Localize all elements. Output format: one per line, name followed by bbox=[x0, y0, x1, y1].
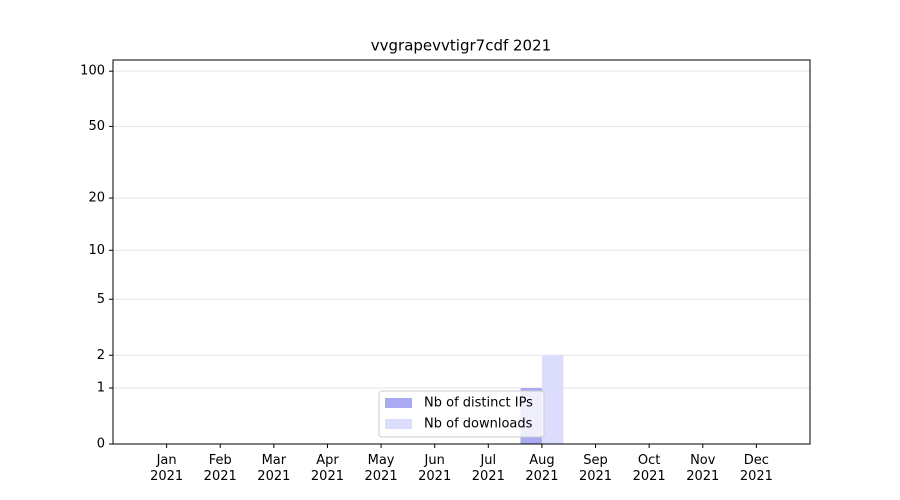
y-tick-label: 2 bbox=[97, 348, 105, 363]
legend-swatch bbox=[385, 398, 412, 408]
y-tick-label: 20 bbox=[88, 191, 105, 206]
y-tick-label: 100 bbox=[80, 64, 105, 79]
legend-box bbox=[378, 390, 545, 438]
x-tick-label: Mar 2021 bbox=[257, 453, 291, 484]
chart-title: vvgrapevvtigr7cdf 2021 bbox=[371, 37, 551, 55]
legend-swatch bbox=[385, 419, 412, 429]
y-tick-label: 10 bbox=[88, 243, 105, 258]
bar bbox=[541, 355, 564, 444]
y-tick-label: 50 bbox=[88, 119, 105, 134]
x-tick-label: Apr 2021 bbox=[310, 453, 344, 484]
axes-frame bbox=[112, 59, 811, 445]
legend-label: Nb of downloads bbox=[424, 417, 533, 432]
x-tick-label: Aug 2021 bbox=[525, 453, 559, 484]
legend: Nb of distinct IPs Nb of downloads bbox=[378, 390, 545, 438]
x-tick-label: Jan 2021 bbox=[150, 453, 184, 484]
y-tick-label: 1 bbox=[97, 381, 105, 396]
y-tick-label: 5 bbox=[97, 292, 105, 307]
x-tick-label: Dec 2021 bbox=[739, 453, 773, 484]
x-tick-label: Jul 2021 bbox=[471, 453, 505, 484]
legend-label: Nb of distinct IPs bbox=[424, 396, 533, 411]
x-tick-label: Nov 2021 bbox=[686, 453, 720, 484]
x-tick-label: May 2021 bbox=[364, 453, 398, 484]
x-tick-label: Feb 2021 bbox=[203, 453, 237, 484]
x-tick-label: Sep 2021 bbox=[578, 453, 613, 484]
x-tick-label: Jun 2021 bbox=[418, 453, 452, 484]
x-tick-label: Oct 2021 bbox=[632, 453, 666, 484]
y-tick-label: 0 bbox=[97, 437, 105, 452]
